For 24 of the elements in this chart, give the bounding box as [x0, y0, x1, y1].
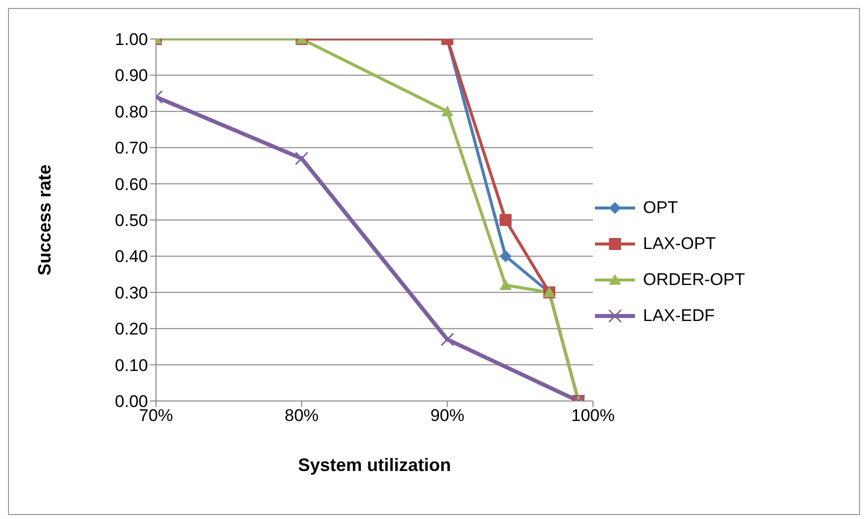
y-tick-label: 0.80 — [114, 102, 148, 122]
y-tick-label: 0.30 — [114, 283, 148, 302]
legend-label: LAX-EDF — [643, 306, 715, 326]
legend-label: ORDER-OPT — [643, 270, 745, 290]
y-tick-label: 0.70 — [114, 138, 148, 158]
x-tick-label: 80% — [284, 406, 319, 426]
y-tick-label: 1.00 — [114, 30, 148, 50]
point — [294, 152, 308, 166]
y-tick-label: 0.40 — [114, 247, 148, 266]
x-axis-title: System utilization — [298, 455, 452, 475]
x-tick-label: 90% — [430, 406, 464, 426]
y-tick-label: 0.20 — [114, 320, 148, 339]
legend-label: OPT — [643, 198, 678, 218]
y-tick-label: 0.90 — [114, 66, 148, 86]
y-tick-label: 0.10 — [114, 356, 148, 375]
y-tick-label: 0.60 — [114, 174, 148, 194]
y-tick-label: 0.50 — [114, 211, 148, 230]
point — [500, 250, 512, 262]
legend-label: LAX-OPT — [643, 234, 716, 254]
point — [500, 214, 512, 226]
x-tick-label: 70% — [138, 406, 174, 426]
x-tick-label: 100% — [571, 406, 615, 426]
point — [500, 279, 512, 290]
y-axis-title: Success rate — [34, 164, 54, 276]
